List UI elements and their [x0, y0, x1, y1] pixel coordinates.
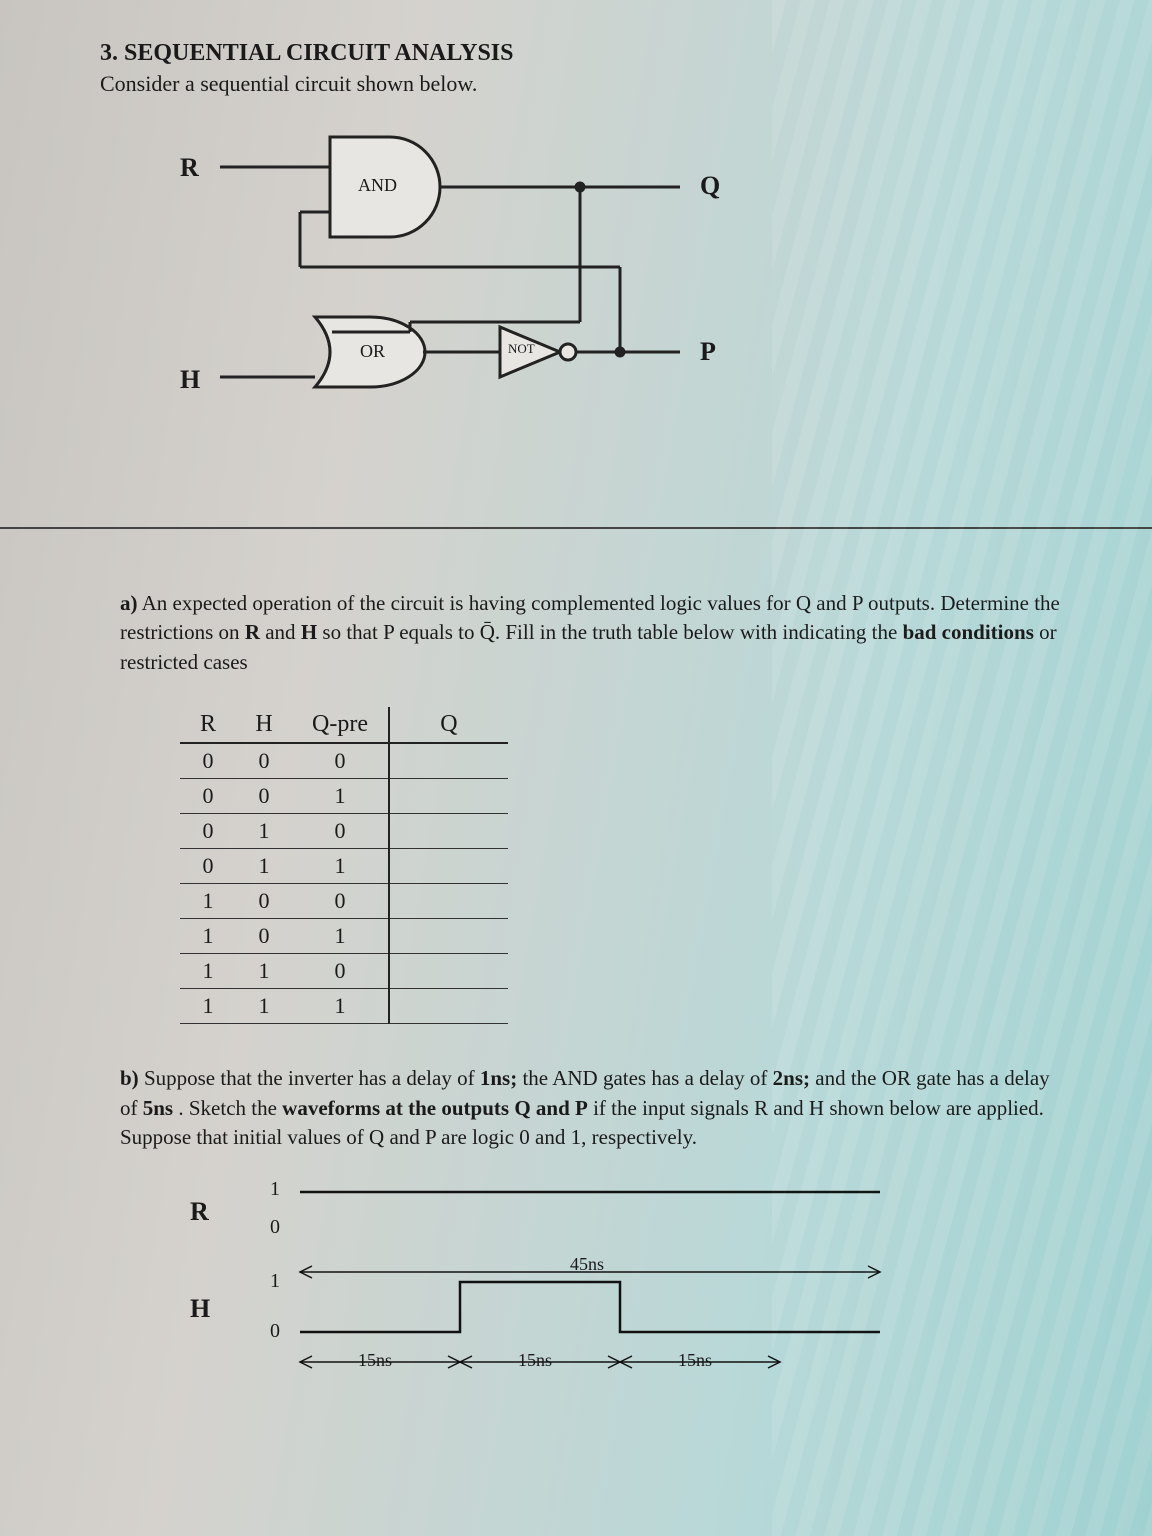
table-row: 110: [180, 954, 508, 989]
label-and: AND: [358, 175, 397, 196]
table-cell: 0: [292, 884, 389, 919]
table-cell: 0: [292, 743, 389, 779]
table-cell: 1: [180, 954, 236, 989]
th-Qpre: Q-pre: [292, 707, 389, 743]
part-a-label: a): [120, 591, 138, 615]
part-b-label: b): [120, 1066, 139, 1090]
problem-number: 3.: [100, 40, 118, 66]
table-row: 010: [180, 814, 508, 849]
table-cell: 1: [292, 849, 389, 884]
wave-H-1: 1: [270, 1270, 280, 1293]
table-row: 100: [180, 884, 508, 919]
table-cell: 0: [292, 954, 389, 989]
label-not: NOT: [508, 341, 535, 357]
pb-t2: the AND gates has a delay of: [517, 1066, 772, 1090]
divider: [0, 527, 1152, 529]
table-cell: 0: [180, 849, 236, 884]
pb-b1: 1ns;: [480, 1066, 517, 1090]
pa-b2: H: [301, 620, 317, 644]
table-cell: 1: [292, 989, 389, 1024]
circuit-diagram: R H Q P AND OR NOT: [160, 127, 1072, 447]
table-cell: 0: [180, 743, 236, 779]
part-b: b) Suppose that the inverter has a delay…: [120, 1064, 1052, 1152]
pb-b2: 2ns;: [773, 1066, 810, 1090]
pa-t3: so that P equals to Q̄. Fill in the trut…: [317, 620, 902, 644]
problem-title: SEQUENTIAL CIRCUIT ANALYSIS: [124, 40, 513, 66]
table-cell: [389, 779, 508, 814]
table-cell: 1: [236, 989, 292, 1024]
table-cell: 0: [236, 779, 292, 814]
label-P: P: [700, 337, 716, 367]
table-cell: 0: [292, 814, 389, 849]
table-cell: 0: [180, 814, 236, 849]
wave-H-label: H: [190, 1294, 210, 1324]
table-row: 000: [180, 743, 508, 779]
table-cell: [389, 989, 508, 1024]
table-cell: [389, 849, 508, 884]
table-cell: [389, 743, 508, 779]
label-H: H: [180, 365, 200, 395]
table-cell: 0: [236, 884, 292, 919]
table-cell: 1: [236, 849, 292, 884]
t15c: 15ns: [678, 1350, 712, 1371]
th-Q: Q: [389, 707, 508, 743]
circuit-svg: [160, 127, 860, 447]
label-or: OR: [360, 341, 385, 362]
wave-R-label: R: [190, 1197, 209, 1227]
th-H: H: [236, 707, 292, 743]
table-cell: [389, 919, 508, 954]
waveform-svg: [180, 1172, 980, 1392]
truth-table: R H Q-pre Q 000001010011100101110111: [180, 707, 508, 1024]
table-cell: 1: [236, 954, 292, 989]
pa-b1: R: [245, 620, 260, 644]
table-cell: 0: [180, 779, 236, 814]
table-row: 101: [180, 919, 508, 954]
table-cell: 0: [236, 743, 292, 779]
table-cell: 1: [292, 779, 389, 814]
table-cell: 1: [180, 919, 236, 954]
th-R: R: [180, 707, 236, 743]
pa-t2: and: [260, 620, 301, 644]
table-row: 111: [180, 989, 508, 1024]
t15a: 15ns: [358, 1350, 392, 1371]
pb-t1: Suppose that the inverter has a delay of: [144, 1066, 480, 1090]
table-cell: [389, 814, 508, 849]
table-cell: 1: [292, 919, 389, 954]
table-row: 011: [180, 849, 508, 884]
part-a: a) An expected operation of the circuit …: [120, 589, 1072, 677]
table-cell: 1: [180, 989, 236, 1024]
wave-R-0: 0: [270, 1216, 280, 1239]
t15b: 15ns: [518, 1350, 552, 1371]
label-R: R: [180, 153, 199, 183]
waveform-area: R 1 0 H 1 0 45ns 15ns 15ns 15ns: [180, 1172, 1072, 1392]
table-cell: [389, 884, 508, 919]
t45: 45ns: [570, 1254, 604, 1275]
table-cell: 0: [236, 919, 292, 954]
problem-subtitle: Consider a sequential circuit shown belo…: [100, 71, 1072, 97]
wave-H-0: 0: [270, 1320, 280, 1343]
table-row: 001: [180, 779, 508, 814]
pa-b3: bad conditions: [903, 620, 1034, 644]
label-Q: Q: [700, 171, 720, 201]
pb-b4: waveforms at the outputs Q and P: [282, 1096, 588, 1120]
table-cell: 1: [236, 814, 292, 849]
pb-b3: 5ns: [143, 1096, 173, 1120]
pb-t4: . Sketch the: [173, 1096, 282, 1120]
wave-R-1: 1: [270, 1178, 280, 1201]
table-cell: 1: [180, 884, 236, 919]
table-cell: [389, 954, 508, 989]
